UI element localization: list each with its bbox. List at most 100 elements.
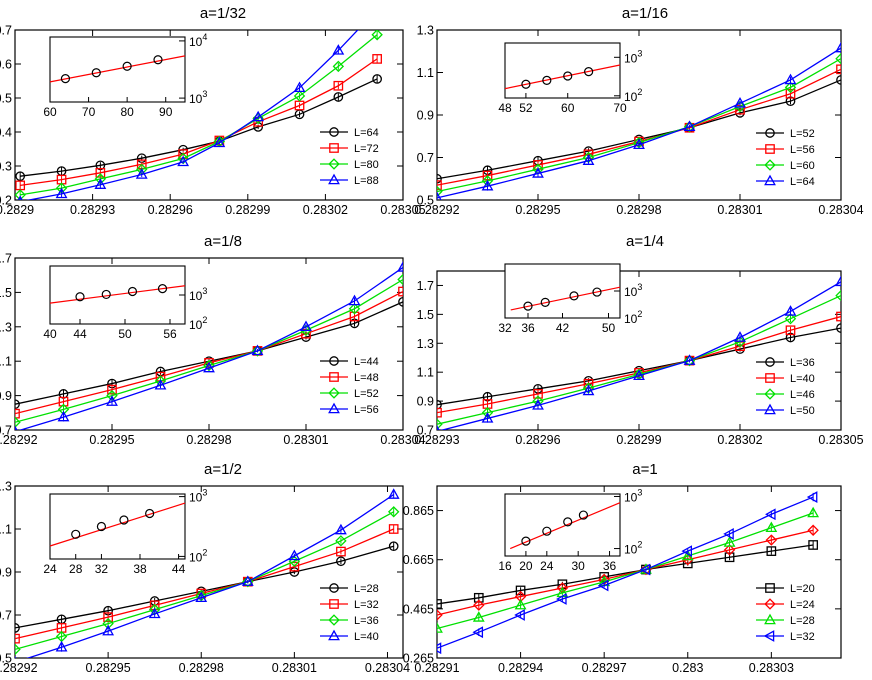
data-point	[765, 534, 778, 546]
data-point	[633, 138, 645, 150]
series-group	[15, 5, 383, 200]
inset-point	[75, 292, 85, 302]
inset-y-tick-exponent: 3	[202, 286, 207, 296]
x-tick-label: 0.28295	[515, 203, 560, 217]
plot-frame	[436, 270, 842, 431]
x-tick-label: 0.28292	[0, 433, 38, 447]
y-tick-label: 0.7	[0, 609, 12, 623]
inset-x-tick-label: 38	[133, 562, 147, 576]
x-tick-label: 0.28298	[186, 433, 231, 447]
legend-marker	[329, 599, 339, 609]
inset-point	[122, 61, 132, 71]
legend: L=44 L=48 L=52 L=56	[320, 356, 379, 416]
inset-point	[101, 289, 111, 300]
legend-marker	[763, 630, 775, 642]
data-point	[372, 5, 382, 14]
x-tick-label: 0.28298	[616, 203, 661, 217]
y-tick-label: 0.465	[403, 602, 434, 616]
data-point	[135, 168, 148, 179]
data-point	[332, 44, 345, 55]
x-tick-label: 0.28304	[365, 661, 410, 675]
data-point	[241, 575, 254, 586]
data-point	[724, 552, 735, 563]
data-point	[582, 154, 595, 165]
data-point	[15, 633, 20, 644]
chart-panel: a=1/16 0.28292 0.28295 0.28298 0.28301 0.2830…	[414, 5, 863, 217]
legend-label: L=36	[790, 357, 815, 369]
legend-marker	[765, 373, 775, 383]
x-tick-label: 0.2829	[0, 203, 34, 217]
data-point	[835, 41, 841, 53]
y-tick-label: 0.7	[417, 151, 434, 165]
inset-x-tick-label: 20	[519, 559, 533, 573]
y-tick-label: 0.7	[0, 424, 12, 438]
legend-label: L=20	[790, 583, 815, 595]
legend-marker	[329, 356, 339, 366]
legend-label: L=48	[354, 372, 379, 384]
series-group	[437, 275, 841, 430]
data-point	[766, 546, 777, 556]
data-point	[332, 60, 345, 73]
inset-y-tick-exponent: 3	[202, 488, 207, 498]
legend-label: L=40	[354, 631, 379, 643]
data-point	[681, 545, 693, 558]
chart-panel: a=1 0.28291 0.28294 0.28297 0.283 0.28303 0.26…	[403, 461, 842, 675]
inset-point	[523, 301, 533, 311]
y-tick-label: 0.6	[0, 58, 12, 72]
x-tick-label: 0.28304	[818, 203, 863, 217]
legend-label: L=56	[790, 144, 815, 156]
data-point	[437, 191, 442, 200]
data-point	[437, 173, 442, 184]
legend-marker	[765, 128, 775, 138]
inset-y-tick-label: 103	[624, 48, 642, 65]
y-tick-label: 0.5	[0, 652, 12, 666]
inset-point	[521, 79, 531, 89]
series-group	[15, 488, 400, 658]
x-tick-label: 0.28302	[303, 203, 348, 217]
data-point	[251, 344, 264, 356]
data-point	[397, 273, 403, 286]
inset-x-tick-label: 50	[118, 327, 132, 341]
legend-marker	[329, 583, 339, 593]
inset-x-tick-label: 24	[540, 559, 554, 573]
x-tick-label: 0.28298	[179, 661, 224, 675]
data-point	[372, 74, 382, 84]
x-tick-label: 0.28295	[89, 433, 134, 447]
inset: 48 52 60 70 103 102	[498, 42, 642, 115]
data-point	[514, 598, 527, 610]
data-point	[514, 609, 525, 621]
inset-y-tick-label: 103	[624, 487, 642, 504]
data-point	[15, 416, 21, 428]
inset-y-tick-label: 102	[624, 87, 642, 104]
y-tick-label: 0.865	[403, 504, 434, 518]
x-tick-label: 0.28291	[414, 661, 459, 675]
inset-point	[578, 510, 589, 520]
inset-x-tick-label: 56	[163, 327, 177, 341]
inset-point	[592, 287, 602, 297]
data-point	[95, 160, 106, 171]
series-group	[437, 41, 841, 200]
data-point	[723, 528, 734, 540]
y-tick-label: 0.7	[417, 424, 434, 438]
data-point	[437, 180, 442, 190]
data-point	[807, 524, 819, 536]
inset-fit-line	[49, 285, 186, 304]
inset-frame	[504, 493, 621, 557]
legend-label: L=32	[354, 599, 379, 611]
x-tick-label: 0.28292	[414, 203, 459, 217]
inset-x-tick-label: 70	[82, 105, 96, 119]
legend: L=20 L=24 L=28 L=32	[756, 583, 815, 643]
x-tick-label: 0.283	[672, 661, 703, 675]
data-point	[582, 384, 595, 396]
legend-label: L=52	[354, 388, 379, 400]
data-point	[437, 599, 442, 609]
data-point	[765, 521, 778, 533]
inset-fit-line	[504, 64, 621, 90]
inset-point	[153, 55, 163, 65]
series-line	[20, 78, 378, 177]
series-line	[437, 47, 841, 199]
legend-label: L=32	[790, 631, 815, 643]
inset-x-tick-label: 52	[519, 101, 533, 115]
data-point	[734, 331, 746, 342]
x-tick-label: 0.28299	[225, 203, 270, 217]
